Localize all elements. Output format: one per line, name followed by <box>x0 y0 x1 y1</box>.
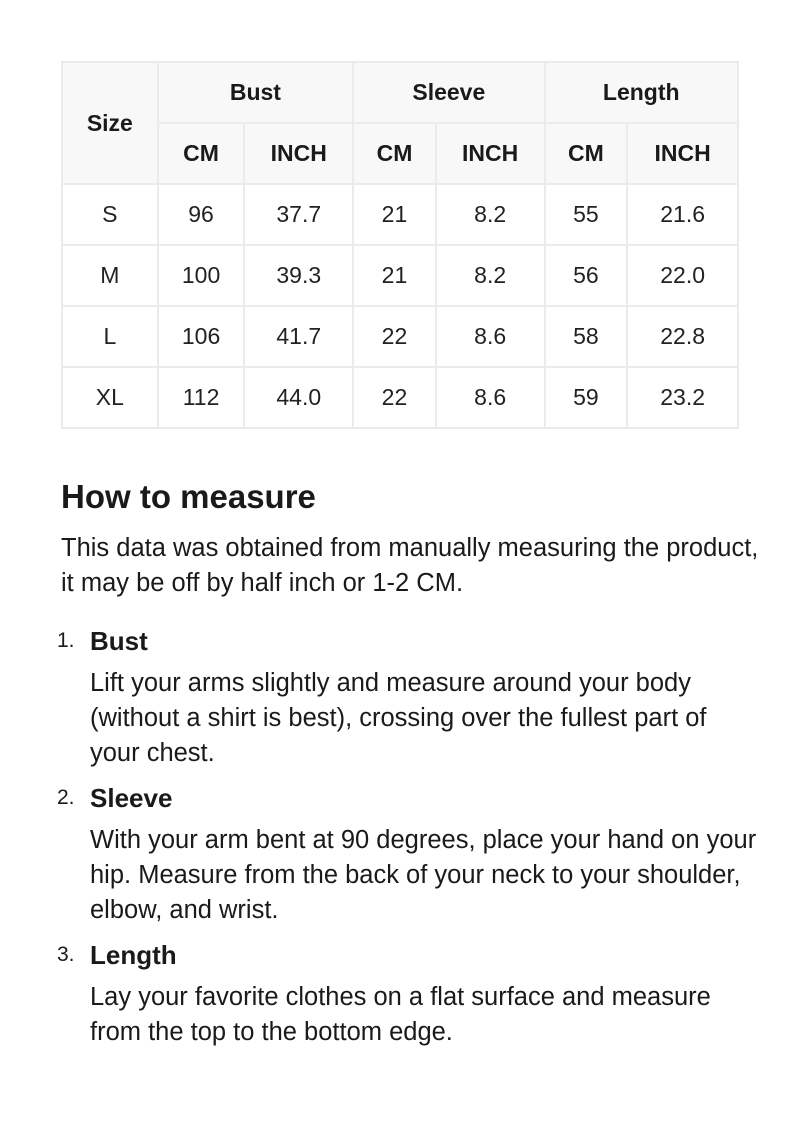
step-title: Sleeve <box>90 783 173 813</box>
value-cell: 112 <box>156 366 246 429</box>
group-header: Length <box>543 61 740 124</box>
value-cell: 44.0 <box>243 366 355 429</box>
value-cell: 21.6 <box>626 183 739 246</box>
value-cell: 58 <box>543 305 629 368</box>
size-header: Size <box>61 61 159 185</box>
group-header: Bust <box>156 61 355 124</box>
table-row: XL 112 44.0 22 8.6 59 23.2 <box>61 366 739 429</box>
size-cell: S <box>61 183 159 246</box>
step-description: Lift your arms slightly and measure arou… <box>90 669 707 767</box>
value-cell: 21 <box>352 183 437 246</box>
step-number: 1. <box>57 629 75 652</box>
value-cell: 8.6 <box>434 366 546 429</box>
value-cell: 22.0 <box>626 244 739 307</box>
step-title: Length <box>90 940 177 970</box>
value-cell: 8.6 <box>434 305 546 368</box>
step-item: 2. Sleeve With your arm bent at 90 degrees… <box>57 779 761 928</box>
unit-header: CM <box>543 122 629 185</box>
unit-header: CM <box>156 122 246 185</box>
size-cell: L <box>61 305 159 368</box>
size-chart-table: Size Bust Sleeve Length CM INCH CM INCH CM IN… <box>61 61 740 429</box>
value-cell: 96 <box>156 183 246 246</box>
value-cell: 8.2 <box>434 244 546 307</box>
table-row: S 96 37.7 21 8.2 55 21.6 <box>61 183 739 246</box>
value-cell: 41.7 <box>243 305 355 368</box>
header-row-units: CM INCH CM INCH CM INCH <box>62 122 739 185</box>
step-description: Lay your favorite clothes on a flat surf… <box>90 983 711 1046</box>
value-cell: 22 <box>352 305 437 368</box>
unit-header: INCH <box>243 122 355 185</box>
table-row: L 106 41.7 22 8.6 58 22.8 <box>61 305 739 368</box>
step-number: 2. <box>57 786 75 809</box>
unit-header: INCH <box>434 122 546 185</box>
value-cell: 37.7 <box>243 183 355 246</box>
value-cell: 23.2 <box>626 366 739 429</box>
unit-header: INCH <box>626 122 739 185</box>
step-number: 3. <box>57 943 75 966</box>
value-cell: 39.3 <box>243 244 355 307</box>
size-cell: XL <box>61 366 159 429</box>
measure-steps: 1. Bust Lift your arms slightly and measur… <box>57 622 761 1058</box>
value-cell: 22.8 <box>626 305 739 368</box>
value-cell: 59 <box>543 366 629 429</box>
step-description: With your arm bent at 90 degrees, place … <box>90 826 757 924</box>
section-heading: How to measure <box>61 478 316 515</box>
intro-text: This data was obtained from manually mea… <box>61 534 759 597</box>
step-item: 1. Bust Lift your arms slightly and measur… <box>57 622 761 771</box>
header-row-groups: Size Bust Sleeve Length <box>61 61 740 185</box>
group-header: Sleeve <box>352 61 546 124</box>
value-cell: 55 <box>543 183 629 246</box>
value-cell: 100 <box>156 244 246 307</box>
unit-header: CM <box>352 122 437 185</box>
value-cell: 106 <box>156 305 246 368</box>
value-cell: 56 <box>543 244 629 307</box>
size-cell: M <box>61 244 159 307</box>
table-row: M 100 39.3 21 8.2 56 22.0 <box>61 244 739 307</box>
value-cell: 21 <box>352 244 437 307</box>
step-item: 3. Length Lay your favorite clothes on a f… <box>57 936 761 1050</box>
step-title: Bust <box>90 626 148 656</box>
value-cell: 22 <box>352 366 437 429</box>
value-cell: 8.2 <box>434 183 546 246</box>
